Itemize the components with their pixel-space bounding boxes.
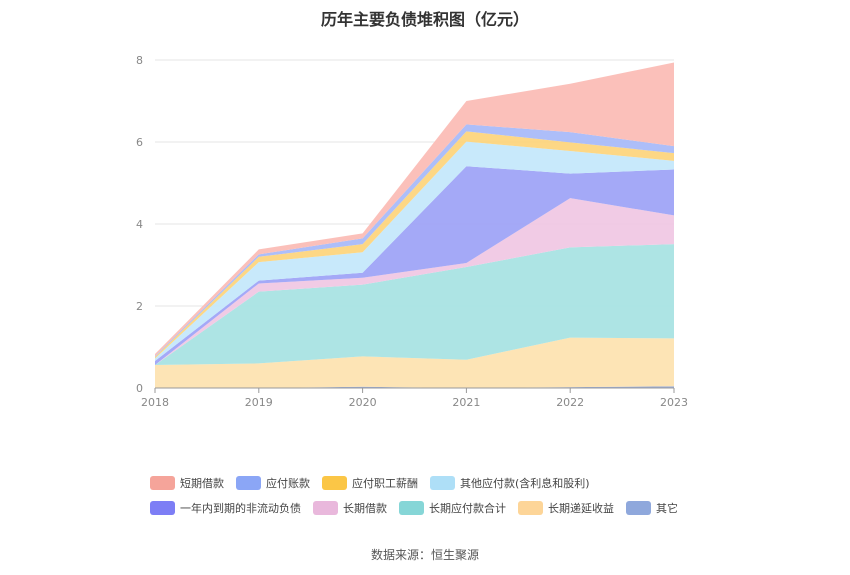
legend: 短期借款 应付账款 应付职工薪酬 其他应付款(含利息和股利) 一年内到期的非流动负债 长… xyxy=(150,472,750,522)
legend-label: 长期应付款合计 xyxy=(429,502,506,515)
x-tick-label: 2019 xyxy=(245,396,273,409)
legend-label: 应付职工薪酬 xyxy=(352,477,418,490)
legend-item[interactable]: 其它 xyxy=(626,500,678,516)
legend-label: 长期递延收益 xyxy=(548,502,614,515)
legend-label: 长期借款 xyxy=(343,502,387,515)
legend-item[interactable]: 短期借款 xyxy=(150,475,224,491)
area-series-8 xyxy=(155,62,674,357)
y-tick-label: 4 xyxy=(136,218,143,231)
legend-item[interactable]: 长期应付款合计 xyxy=(399,500,506,516)
x-tick-label: 2021 xyxy=(452,396,480,409)
area-series-3 xyxy=(155,198,674,366)
legend-label: 短期借款 xyxy=(180,477,224,490)
x-tick-label: 2020 xyxy=(349,396,377,409)
legend-swatch xyxy=(236,476,261,490)
y-tick-label: 8 xyxy=(136,54,143,67)
x-tick-label: 2018 xyxy=(141,396,169,409)
x-tick-label: 2023 xyxy=(660,396,688,409)
data-source: 数据来源：恒生聚源 xyxy=(370,548,479,562)
area-series-6 xyxy=(155,131,674,359)
legend-label: 其他应付款(含利息和股利) xyxy=(460,477,590,490)
y-tick-label: 2 xyxy=(136,300,143,313)
legend-item[interactable]: 长期递延收益 xyxy=(518,500,614,516)
legend-item[interactable]: 应付职工薪酬 xyxy=(322,475,418,491)
legend-swatch xyxy=(518,501,543,515)
legend-swatch xyxy=(150,476,175,490)
legend-swatch xyxy=(150,501,175,515)
legend-label: 其它 xyxy=(656,502,678,515)
y-tick-label: 0 xyxy=(136,382,143,395)
legend-item[interactable]: 应付账款 xyxy=(236,475,310,491)
y-tick-label: 6 xyxy=(136,136,143,149)
legend-item[interactable]: 长期借款 xyxy=(313,500,387,516)
chart-title: 历年主要负债堆积图（亿元） xyxy=(320,10,529,29)
legend-swatch xyxy=(626,501,651,515)
legend-label: 一年内到期的非流动负债 xyxy=(180,502,301,515)
legend-swatch xyxy=(313,501,338,515)
area-series-5 xyxy=(155,141,674,361)
legend-swatch xyxy=(322,476,347,490)
legend-row-2: 一年内到期的非流动负债 长期借款 长期应付款合计 长期递延收益 其它 xyxy=(150,497,750,519)
x-tick-label: 2022 xyxy=(556,396,584,409)
legend-item[interactable]: 一年内到期的非流动负债 xyxy=(150,500,301,516)
area-series-2 xyxy=(155,244,674,366)
area-series-7 xyxy=(155,124,674,357)
legend-swatch xyxy=(399,501,424,515)
legend-label: 应付账款 xyxy=(266,477,310,490)
legend-item[interactable]: 其他应付款(含利息和股利) xyxy=(430,475,590,491)
legend-row-1: 短期借款 应付账款 应付职工薪酬 其他应付款(含利息和股利) xyxy=(150,472,750,494)
legend-swatch xyxy=(430,476,455,490)
area-series-1 xyxy=(155,337,674,388)
area-series-4 xyxy=(155,166,674,366)
